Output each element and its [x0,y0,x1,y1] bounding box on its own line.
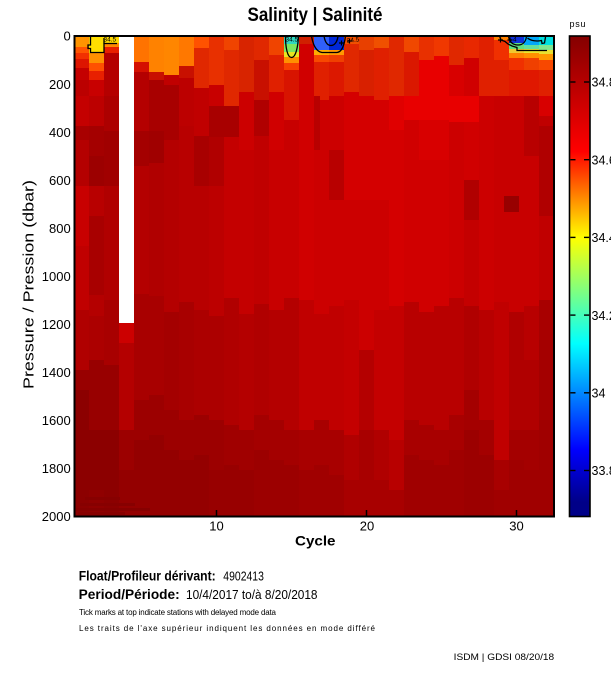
svg-text:30: 30 [509,519,523,534]
svg-text:600: 600 [49,173,71,188]
svg-text:34.4: 34.4 [592,231,611,245]
svg-text:4902413: 4902413 [223,569,264,584]
svg-text:34.5: 34.5 [104,37,117,44]
svg-text:1600: 1600 [42,413,71,428]
svg-text:Salinity | Salinité: Salinity | Salinité [248,5,383,26]
svg-text:34.2: 34.2 [592,309,611,323]
svg-text:10/4/2017 to/à 8/20/2018: 10/4/2017 to/à 8/20/2018 [186,587,318,602]
svg-text:200: 200 [49,77,71,92]
svg-text:1800: 1800 [42,461,71,476]
svg-text:800: 800 [49,221,71,236]
svg-text:1200: 1200 [42,317,71,332]
svg-text:0: 0 [63,29,70,44]
svg-text:Period/Période:: Period/Période: [79,587,180,602]
svg-text:34.6: 34.6 [592,153,611,167]
svg-text:20: 20 [360,519,374,534]
svg-text:33.8: 33.8 [592,464,611,478]
svg-text:Pressure / Pression (dbar): Pressure / Pression (dbar) [21,180,38,389]
svg-text:ISDM | GDSI 08/20/18: ISDM | GDSI 08/20/18 [454,652,555,663]
svg-text:1000: 1000 [42,269,71,284]
svg-text:4: 4 [513,37,517,44]
svg-text:Cycle: Cycle [295,533,336,549]
svg-text:1400: 1400 [42,365,71,380]
svg-text:Float/Profileur dérivant:: Float/Profileur dérivant: [79,569,216,584]
svg-text:Tick marks at top indicate sta: Tick marks at top indicate stations with… [79,608,277,617]
svg-text:psu: psu [570,19,586,29]
svg-text:34.8: 34.8 [592,76,611,90]
svg-text:400: 400 [49,125,71,140]
svg-text:10: 10 [209,519,223,534]
svg-text:34: 34 [592,387,606,401]
svg-text:Les traits de l'axe supérieur: Les traits de l'axe supérieur indiquent … [79,624,376,633]
svg-text:2000: 2000 [42,509,71,524]
svg-text:34.5: 34.5 [286,37,299,44]
